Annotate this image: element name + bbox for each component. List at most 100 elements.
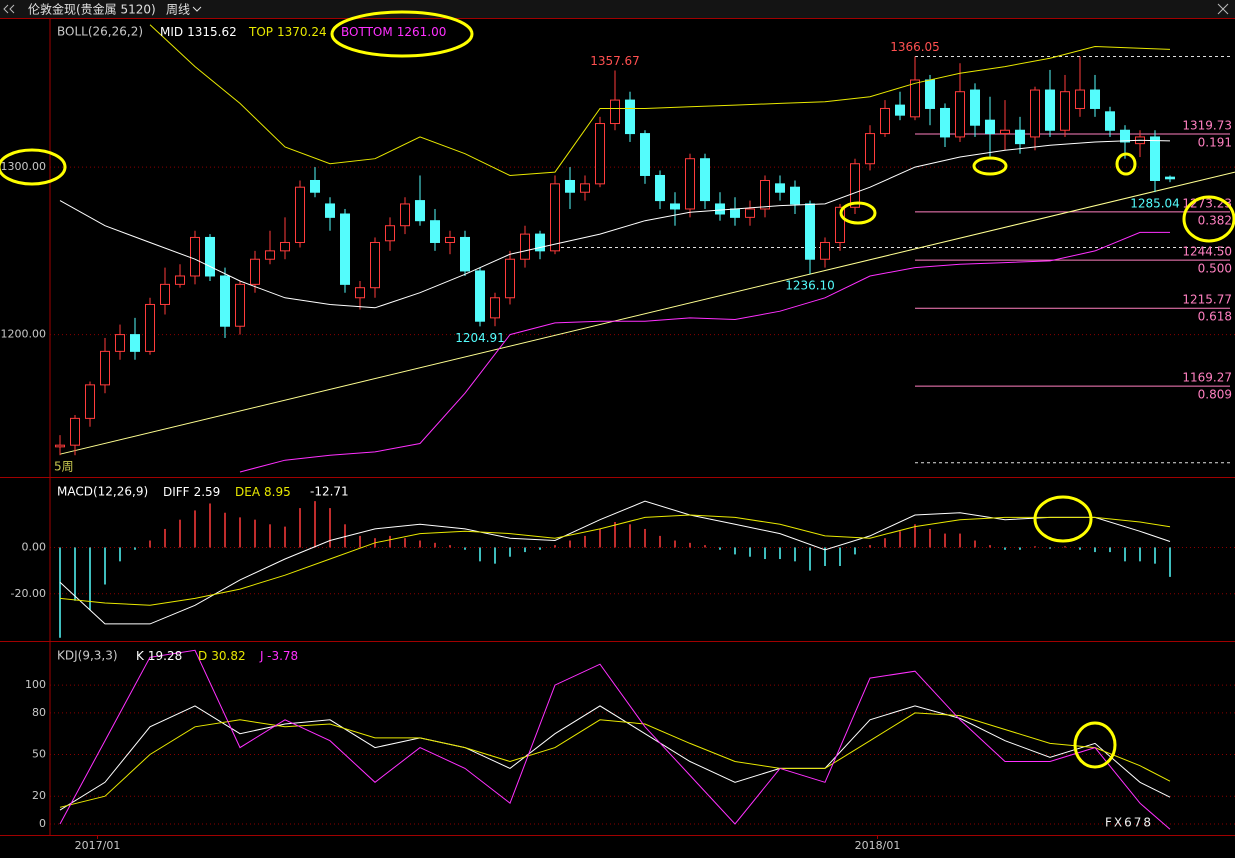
candle-body — [655, 174, 666, 202]
candle-body — [325, 203, 336, 218]
candle-body — [175, 275, 186, 285]
legend-name: D — [198, 649, 207, 663]
instrument-name[interactable]: 伦敦金现(贵金属 5120) — [28, 2, 156, 17]
legend-value: 8.95 — [264, 485, 291, 499]
legend-entry: D 30.82 — [198, 649, 246, 663]
candle-body — [955, 91, 966, 138]
candle-body — [940, 107, 951, 138]
candle-body — [265, 250, 276, 260]
series-line — [239, 231, 1170, 473]
indicator-title: KDJ(9,3,3) — [57, 649, 118, 663]
fib-price-label: 1319.73 — [1182, 119, 1232, 133]
extreme-label: 1285.04 — [1130, 197, 1180, 211]
legend-name: MID — [160, 25, 183, 39]
candle-body — [430, 220, 441, 243]
candle-body — [295, 186, 306, 243]
candle-body — [835, 206, 846, 243]
series-line — [59, 649, 1171, 830]
series-line — [59, 705, 1171, 811]
candle-body — [640, 133, 651, 176]
legend-value: 1261.00 — [397, 25, 447, 39]
candle-body — [250, 258, 261, 285]
y-tick-label: -20.00 — [11, 587, 46, 600]
watermark: FX678 — [1105, 816, 1153, 830]
dropdown-arrow[interactable] — [192, 6, 202, 12]
candle-body — [100, 350, 111, 386]
candle-body — [670, 203, 681, 210]
candle-body — [550, 183, 561, 252]
series-line — [59, 514, 1171, 606]
candle-body — [1075, 89, 1086, 109]
period-label: 5周 — [54, 460, 74, 474]
candle-body — [280, 241, 291, 252]
candle-body — [730, 208, 741, 218]
legend-entry: -12.71 — [310, 485, 349, 499]
candle-body — [505, 258, 516, 299]
highlight — [1033, 495, 1093, 543]
highlight — [330, 10, 474, 58]
candle-body — [55, 444, 66, 448]
fib-ratio-label: 0.809 — [1198, 388, 1232, 402]
nav-icon[interactable] — [3, 4, 15, 14]
toolbar — [0, 0, 1235, 18]
candle-body — [805, 203, 816, 260]
trendline — [59, 171, 1235, 455]
candle-body — [85, 384, 96, 419]
highlight — [0, 148, 67, 186]
series-line — [59, 500, 1171, 625]
y-tick-label: 0.00 — [22, 540, 47, 553]
charts: 1200.001300.001319.730.1911273.230.38212… — [0, 24, 1235, 852]
legend-entry: MID 1315.62 — [160, 25, 237, 39]
indicator-title: BOLL(26,26,2) — [57, 25, 143, 39]
candle-body — [685, 158, 696, 210]
fib-ratio-label: 0.500 — [1198, 262, 1232, 276]
legend-entry: DIFF 2.59 — [163, 485, 220, 499]
candle-body — [310, 179, 321, 193]
legend-value: 30.82 — [211, 649, 245, 663]
legend-value: 2.59 — [194, 485, 221, 499]
candle-body — [790, 186, 801, 205]
series-line — [59, 139, 1171, 309]
extreme-label: 1204.91 — [455, 331, 505, 345]
highlight-circles — [0, 10, 1235, 769]
candle-body — [595, 123, 606, 185]
period-selector[interactable]: 周线 — [166, 3, 190, 17]
candle-body — [1015, 129, 1026, 145]
candle-body — [1000, 129, 1011, 135]
fib-price-label: 1215.77 — [1182, 293, 1232, 307]
candle-body — [775, 183, 786, 193]
y-tick-label: 80 — [32, 706, 46, 719]
close-icon[interactable] — [1217, 3, 1229, 15]
highlight — [1182, 195, 1235, 243]
candle-body — [610, 99, 621, 125]
candle-body — [1150, 136, 1161, 181]
x-tick-label: 2018/01 — [855, 839, 901, 852]
candle-body — [520, 233, 531, 260]
y-tick-label: 20 — [32, 789, 46, 802]
legend-name: K — [136, 649, 145, 663]
legend-entry: DEA 8.95 — [235, 485, 291, 499]
candle-body — [130, 334, 141, 352]
candle-body — [1120, 129, 1131, 143]
legend-value: 19.28 — [148, 649, 182, 663]
fib-ratio-label: 0.191 — [1198, 136, 1232, 150]
legend-value: 1370.24 — [277, 25, 327, 39]
fib-price-label: 1169.27 — [1182, 371, 1232, 385]
candle-body — [865, 133, 876, 165]
legend-entry: K 19.28 — [136, 649, 182, 663]
candle-body — [235, 283, 246, 327]
candle-body — [1165, 176, 1176, 180]
candle-body — [970, 89, 981, 126]
candle-body — [400, 203, 411, 227]
y-tick-label: 0 — [39, 817, 46, 830]
candle-body — [715, 203, 726, 215]
candle-body — [115, 334, 126, 352]
fib-ratio-label: 0.618 — [1198, 310, 1232, 324]
series-line — [59, 712, 1171, 808]
candle-body — [985, 119, 996, 135]
candle-body — [925, 79, 936, 109]
legend-name: BOTTOM — [341, 25, 393, 39]
candle-body — [460, 236, 471, 272]
